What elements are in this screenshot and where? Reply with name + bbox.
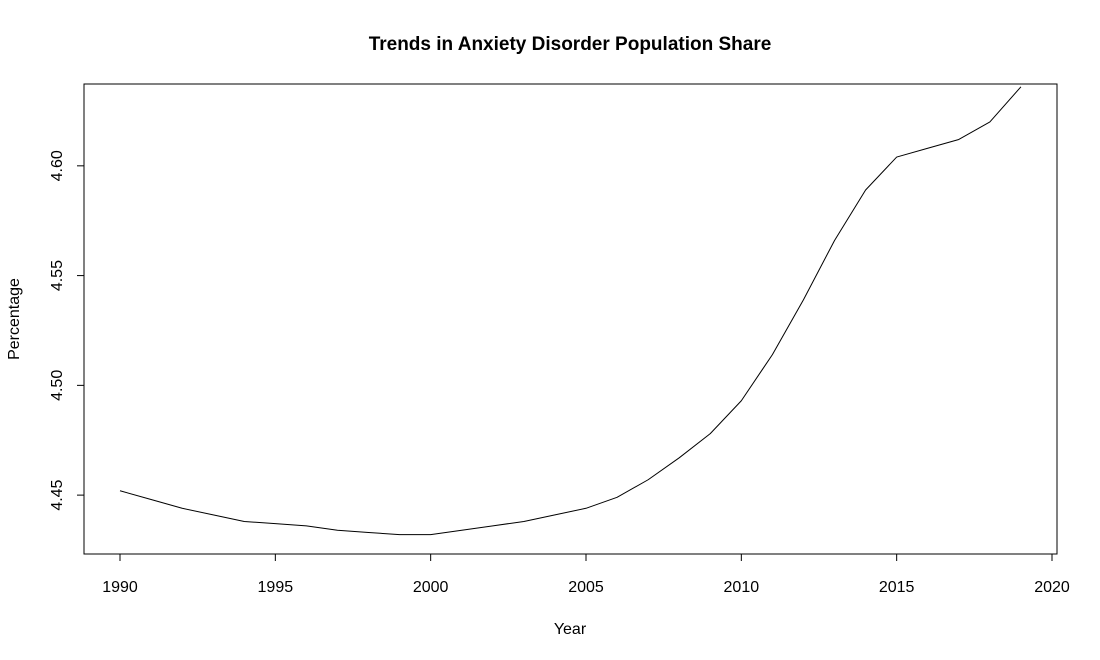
x-axis-label: Year <box>554 621 587 638</box>
chart-title: Trends in Anxiety Disorder Population Sh… <box>369 34 772 55</box>
y-tick-label: 4.50 <box>49 370 66 401</box>
y-axis-label: Percentage <box>6 278 23 360</box>
series-layer <box>119 86 1022 536</box>
series-line <box>119 86 1022 536</box>
x-tick-label: 1990 <box>102 579 138 596</box>
y-tick-label: 4.55 <box>49 260 66 291</box>
x-tick-label: 2005 <box>568 579 604 596</box>
y-axis: 4.45 4.50 4.55 4.60 <box>49 150 85 511</box>
y-tick-label: 4.60 <box>49 150 66 181</box>
x-axis: 1990 1995 2000 2005 2010 2015 2020 <box>102 553 1070 596</box>
y-tick-label: 4.45 <box>49 479 66 510</box>
x-tick-label: 2015 <box>879 579 915 596</box>
x-tick-label: 2020 <box>1034 579 1070 596</box>
plot-frame <box>83 83 1058 555</box>
x-tick-label: 2000 <box>413 579 449 596</box>
x-tick-label: 2010 <box>724 579 760 596</box>
x-tick-label: 1995 <box>258 579 294 596</box>
